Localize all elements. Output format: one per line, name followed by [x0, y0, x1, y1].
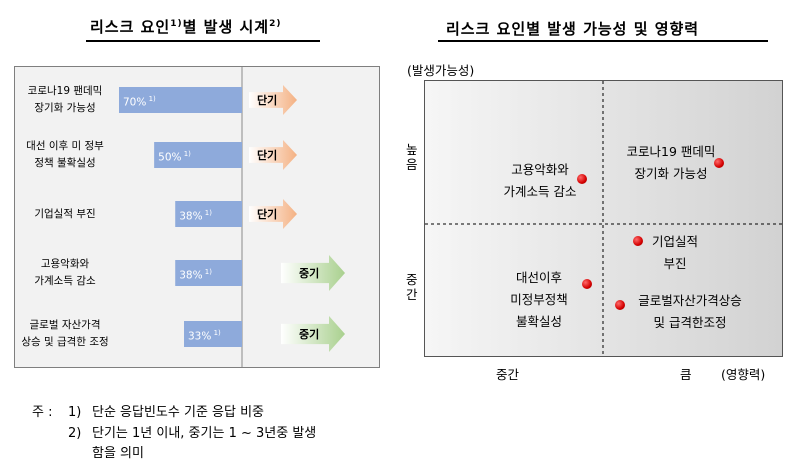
bar-value-text-4: 33%: [188, 330, 212, 343]
left-title-main: 리스크 요인: [90, 18, 171, 36]
risk-point-marker-0: [577, 174, 587, 184]
bar-2: [175, 201, 242, 227]
left-chart-title: 리스크 요인1)별 발생 시계2): [90, 16, 281, 37]
bar-value-sup-3: 1): [202, 268, 212, 276]
bar-category-label-2: 기업실적 부진: [15, 206, 115, 223]
risk-point-marker-2: [582, 279, 592, 289]
risk-point-line-2-1: 미정부정책: [510, 292, 568, 307]
horizon-label-3: 중기: [299, 267, 320, 280]
horizon-arrow-1: [249, 140, 297, 170]
bar-category-line-2-0: 기업실적 부진: [34, 207, 96, 220]
bar-value-label-0: 70% 1): [123, 91, 156, 111]
bar-value-label-3: 38% 1): [179, 264, 212, 284]
risk-point-marker-3: [633, 236, 643, 246]
risk-point-line-4-0: 글로벌자산가격상승: [638, 293, 742, 308]
x-level-mid: 중간: [496, 367, 520, 382]
bar-category-line-1-0: 대선 이후 미 정부: [26, 140, 104, 152]
right-chart-title: 리스크 요인별 발생 가능성 및 영향력: [446, 20, 700, 38]
risk-point-line-0-1: 가계소득 감소: [503, 184, 577, 199]
risk-point-line-3-0: 기업실적: [651, 234, 698, 249]
horizon-arrow-0: [249, 85, 297, 115]
left-title-tail: 별 발생 시계: [182, 18, 270, 36]
risk-point-line-2-0: 대선이후: [515, 270, 562, 285]
x-level-high: 큼: [680, 367, 692, 382]
bar-category-line-1-1: 정책 불확실성: [34, 157, 96, 169]
note-2-text: 단기는 1년 이내, 중기는 1 ~ 3년중 발생: [92, 426, 317, 441]
bar-value-text-1: 50%: [158, 151, 182, 164]
risk-point-line-1-0: 코로나19 팬데믹: [626, 144, 716, 159]
quadrant-divider-lines: [425, 81, 782, 356]
note-prefix: 주 :: [32, 405, 53, 420]
risk-point-marker-1: [714, 158, 724, 168]
bar-3: [175, 260, 242, 286]
risk-point-line-2-2: 불확실성: [515, 314, 562, 329]
risk-point-line-4-1: 및 급격한조정: [653, 315, 727, 330]
bar-value-label-4: 33% 1): [188, 325, 221, 345]
bar-1: [154, 142, 242, 168]
bar-value-sup-0: 1): [146, 95, 156, 103]
right-x-axis-label: (영향력): [721, 367, 766, 382]
risk-point-line-0-0: 고용악화와: [511, 162, 569, 177]
bar-category-line-4-0: 글로벌 자산가격: [29, 319, 101, 331]
bar-value-text-0: 70%: [123, 96, 147, 109]
bar-value-text-2: 38%: [179, 210, 203, 223]
bar-4: [184, 321, 242, 347]
left-title-sup: 1): [170, 19, 183, 29]
horizon-label-2: 단기: [257, 208, 278, 221]
left-bar-chart: [119, 67, 345, 367]
bar-value-text-3: 38%: [179, 269, 203, 282]
y-level-mid: 중간: [406, 272, 418, 302]
note-2-number: 2): [68, 426, 82, 441]
note-2-continued: 함을 의미: [92, 446, 144, 461]
bar-value-label-1: 50% 1): [158, 146, 191, 166]
horizon-label-0: 단기: [257, 94, 278, 107]
bar-category-line-4-1: 상승 및 급격한 조정: [21, 336, 109, 348]
horizon-arrow-2: [249, 199, 297, 229]
right-title-underline: [438, 40, 768, 42]
horizon-label-1: 단기: [257, 149, 278, 162]
horizon-label-4: 중기: [299, 328, 320, 341]
risk-point-line-1-1: 장기화 가능성: [634, 166, 708, 181]
bar-value-sup-1: 1): [181, 150, 191, 158]
bar-category-line-3-1: 가계소득 감소: [34, 275, 96, 287]
bar-category-line-0-0: 코로나19 팬데믹: [27, 85, 103, 97]
horizon-arrow-4: [281, 316, 345, 352]
left-title-underline: [86, 40, 320, 42]
bar-value-sup-2: 1): [202, 209, 212, 217]
y-level-high: 높음: [406, 142, 418, 172]
note-1-text: 단순 응답빈도수 기준 응답 비중: [92, 405, 265, 420]
right-y-axis-label: (발생가능성): [407, 63, 475, 78]
horizon-arrow-3: [281, 255, 345, 291]
bar-value-label-2: 38% 1): [179, 205, 212, 225]
left-title-tail-sup: 2): [269, 19, 282, 29]
bar-value-sup-4: 1): [211, 329, 221, 337]
left-chart-panel: 70% 1) 코로나19 팬데믹 장기화 가능성 단기 50% 1) 대선 이후 미 정부…: [14, 66, 380, 368]
bar-category-line-3-0: 고용악화와: [40, 258, 90, 270]
bar-0: [119, 87, 242, 113]
risk-point-marker-4: [615, 300, 625, 310]
note-1-number: 1): [68, 405, 82, 420]
bar-category-line-0-1: 장기화 가능성: [34, 102, 96, 114]
risk-point-line-3-1: 부진: [663, 256, 687, 271]
